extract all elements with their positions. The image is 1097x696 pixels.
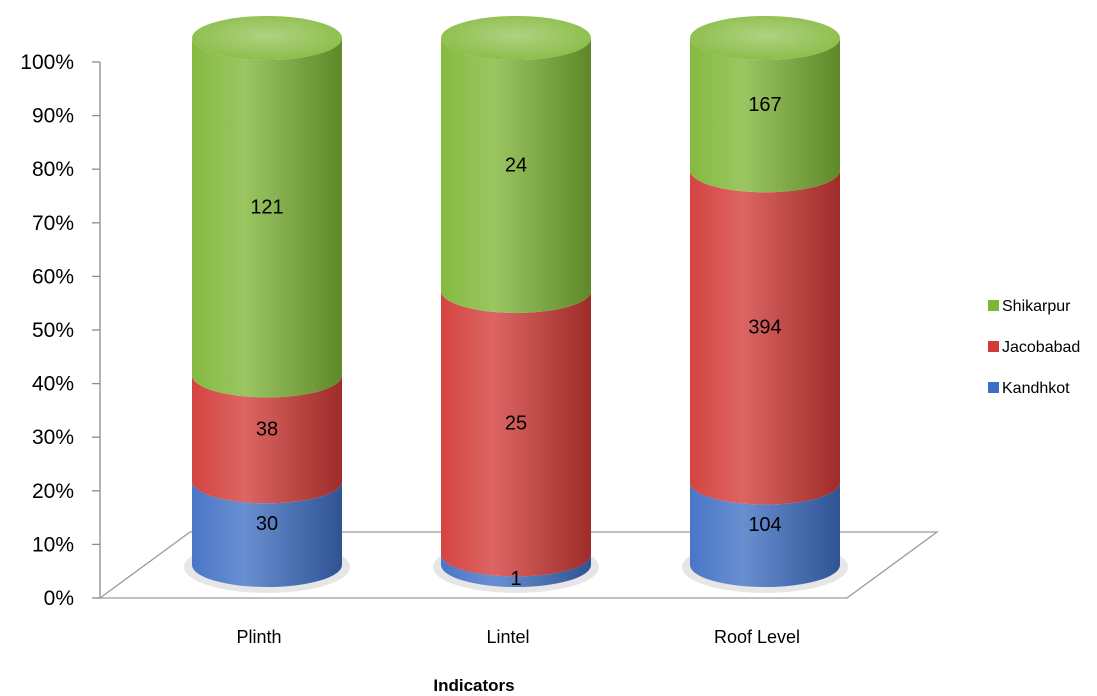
tick-label: 30% xyxy=(32,426,74,449)
tick-label: 80% xyxy=(32,158,74,181)
tick-label: 90% xyxy=(32,105,74,128)
bar-top-cap xyxy=(192,16,342,60)
data-label: 30 xyxy=(256,513,278,535)
bar-segment-kandhkot-roof-level xyxy=(690,482,840,587)
data-label: 25 xyxy=(505,413,527,435)
category-label: Lintel xyxy=(486,627,529,647)
tick-label: 10% xyxy=(32,533,74,556)
bar-segment-jacobabad-lintel xyxy=(441,290,591,577)
data-label: 24 xyxy=(505,154,527,176)
bar-segment-shikarpur-plinth xyxy=(192,38,342,398)
legend-item-shikarpur: Shikarpur xyxy=(988,298,1071,315)
bars: 30 38 121 1 25 24 104 394 167 xyxy=(184,16,848,593)
data-label: 1 xyxy=(510,568,521,590)
data-label: 121 xyxy=(250,197,283,219)
legend-item-jacobabad: Jacobabad xyxy=(988,339,1080,356)
tick-label: 20% xyxy=(32,480,74,503)
bar-top-cap xyxy=(441,16,591,60)
bar-segment-jacobabad-roof-level xyxy=(690,170,840,505)
data-label: 394 xyxy=(748,316,781,338)
value-axis-ticks: 0% 10% 20% 30% 40% 50% 60% 70% 80% 90% 100% xyxy=(20,51,100,610)
legend-swatch xyxy=(988,300,999,311)
bar-lintel: 1 25 24 xyxy=(433,16,599,593)
bar-roof-level: 104 394 167 xyxy=(682,16,848,593)
tick-label: 40% xyxy=(32,373,74,396)
bar-segment-shikarpur-roof-level xyxy=(690,38,840,193)
legend: Shikarpur Jacobabad Kandhkot xyxy=(988,298,1080,397)
tick-label: 70% xyxy=(32,212,74,235)
bar-segment-jacobabad-plinth xyxy=(192,375,342,504)
bar-segment-shikarpur-lintel xyxy=(441,38,591,313)
legend-label: Kandhkot xyxy=(1002,380,1070,397)
category-label: Plinth xyxy=(236,627,281,647)
category-labels: Plinth Lintel Roof Level xyxy=(236,627,800,647)
category-label: Roof Level xyxy=(714,627,800,647)
data-label: 167 xyxy=(748,94,781,116)
bar-segment-kandhkot-lintel xyxy=(441,554,591,587)
bar-top-cap xyxy=(690,16,840,60)
bar-plinth: 30 38 121 xyxy=(184,16,350,593)
tick-label: 100% xyxy=(20,51,74,74)
bar-segment-kandhkot-plinth xyxy=(192,481,342,587)
tick-label: 60% xyxy=(32,265,74,288)
tick-label: 0% xyxy=(44,587,74,610)
data-label: 38 xyxy=(256,418,278,440)
legend-label: Shikarpur xyxy=(1002,298,1071,315)
x-axis-title: Indicators xyxy=(433,676,514,695)
legend-swatch xyxy=(988,382,999,393)
legend-label: Jacobabad xyxy=(1002,339,1080,356)
legend-swatch xyxy=(988,341,999,352)
data-label: 104 xyxy=(748,514,781,536)
legend-item-kandhkot: Kandhkot xyxy=(988,380,1070,397)
tick-label: 50% xyxy=(32,319,74,342)
